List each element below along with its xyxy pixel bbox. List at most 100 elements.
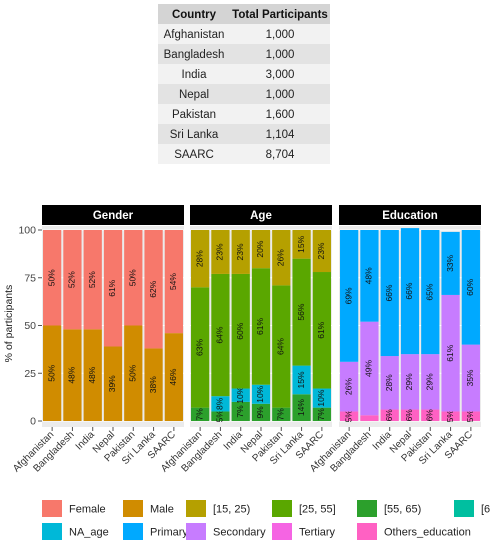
bar-segment [340,230,359,362]
table-row [158,24,330,44]
bar-value-label: 52% [87,271,97,288]
legend-item: Male [123,500,174,517]
panel-strip [42,205,184,225]
bar-value-label: 62% [148,280,158,297]
table-cell: 3,000 [266,69,295,81]
bar-segment [103,346,123,421]
bar-segment [191,230,210,288]
bar-value-label: 66% [384,284,394,301]
y-axis-label: % of participants [3,285,15,363]
bar-segment [144,348,163,421]
bar-value-label: 64% [276,338,286,355]
legend-item: [25, 55] [272,500,336,517]
bar-segment [461,411,480,421]
bar-segment [380,230,399,357]
bar-value-label: 7% [276,408,286,421]
legend-item: Female [42,500,106,517]
bar-segment [124,230,143,326]
bar-value-label: 7% [194,408,204,421]
legend-item: Secondary [186,523,266,540]
table-cell: Bangladesh [164,49,225,61]
legend-label: [55, 65) [384,504,421,516]
legend-swatch [186,523,206,540]
legend-swatch [272,500,292,517]
bar-segment [231,388,250,402]
table-cell: 1,600 [266,109,295,121]
bar-value-label: 6% [404,409,414,422]
bar-segment [400,354,420,410]
table-row [158,84,330,104]
legend-swatch [357,500,377,517]
bar-segment [272,230,291,286]
bar-value-label: 29% [425,373,435,390]
table-cell: Nepal [179,89,209,101]
table-cell: India [182,69,208,81]
bar-value-label: 20% [255,240,265,257]
bar-segment [251,403,271,421]
table-header-cell: Total Participants [232,9,328,21]
bar-value-label: 69% [343,287,353,304]
bar-value-label: 61% [316,321,326,338]
bar-value-label: 33% [445,254,455,271]
bar-value-label: 28% [194,250,204,267]
bar-segment [43,325,62,421]
panel-title: Gender [93,210,134,222]
y-tick-label: 50 [24,320,36,332]
y-tick-label: 100 [18,225,36,237]
bar-value-label: 64% [215,326,225,343]
bar-segment [231,401,250,421]
legend-label: Others_education [384,527,471,539]
bar-segment [312,388,331,408]
bar-segment [380,409,399,421]
table-cell: 8,704 [266,149,295,161]
bar-segment [211,230,230,274]
bar-segment [272,285,291,408]
bar-segment [211,273,230,397]
legend-item: Primary [123,523,188,540]
legend-swatch [272,523,292,540]
legend-item: Tertiary [272,523,336,540]
bar-segment [272,407,291,421]
stacked-bar-chart: % of participants 0 25 50 75 100 Gender 50% 50% A… [3,205,481,474]
bar-segment [63,329,82,421]
panel-education: Education5%26%69%Afghanistan49%48%Bangla… [308,205,481,474]
bar-value-label: 50% [46,364,56,381]
bar-segment [103,230,123,347]
bar-value-label: 7% [235,405,245,418]
bar-value-label: 48% [67,366,77,383]
bar-segment [231,230,250,274]
bar-segment [441,294,460,412]
bar-value-label: 52% [67,271,77,288]
bar-segment [441,231,460,295]
legend-swatch [42,523,62,540]
bar-value-label: 63% [194,339,204,356]
bar-segment [340,361,359,412]
bar-value-label: 5% [465,410,475,423]
bar-value-label: 48% [364,267,374,284]
bar-segment [312,230,331,273]
bar-value-label: 60% [235,322,245,339]
bar-segment [400,409,420,421]
bar-value-label: 50% [128,269,138,286]
bar-value-label: 10% [235,386,245,403]
table-row [158,144,330,164]
bar-segment [231,273,250,389]
bar-value-label: 23% [316,242,326,259]
table-cell: Sri Lanka [170,129,219,141]
table-cell: 1,104 [266,129,295,141]
bar-value-label: 10% [316,389,326,406]
bar-segment [461,230,480,345]
bar-value-label: 39% [107,375,117,392]
bar-segment [164,333,183,421]
bar-value-label: 61% [107,279,117,296]
legend-item: [15, 25) [186,500,250,517]
table-cell: Pakistan [172,109,216,121]
table-cell: 1,000 [266,29,295,41]
bar-segment [312,407,331,421]
panel-age: Age7%63%28%Afghanistan5%8%64%23%Banglade… [159,205,332,474]
bar-segment [164,230,183,334]
table-row [158,44,330,64]
bar-value-label: 6% [425,409,435,422]
bar-segment [211,396,230,412]
